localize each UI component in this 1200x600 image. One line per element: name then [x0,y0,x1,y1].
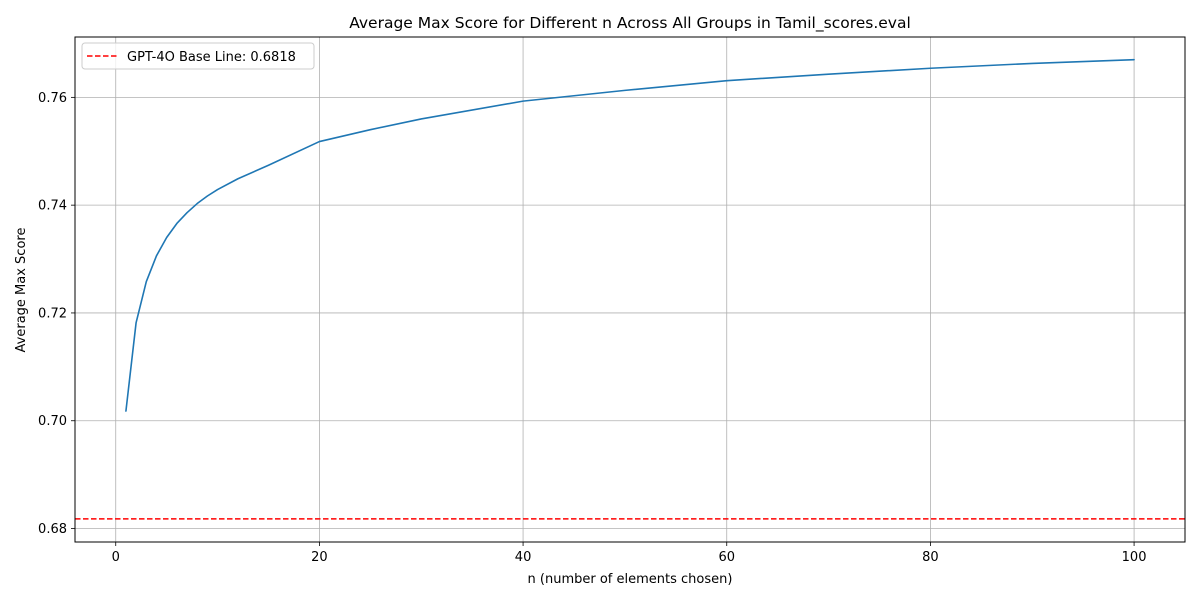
y-tick-label: 0.76 [38,91,67,106]
x-tick-label: 0 [112,550,120,565]
y-axis-label: Average Max Score [14,228,29,353]
plot-frame [74,36,1186,543]
y-tick-label: 0.68 [38,522,67,537]
x-tick-label: 40 [515,550,532,565]
plot-data [75,58,1185,520]
y-tick-label: 0.74 [38,199,67,214]
chart-title: Average Max Score for Different n Across… [349,14,911,33]
legend-box [81,42,315,70]
legend-baseline-label: GPT-4O Base Line: 0.6818 [127,50,296,65]
x-tick-label: 60 [718,550,735,565]
grid [75,37,1185,542]
x-tick-label: 80 [922,550,939,565]
x-tick-label: 100 [1122,550,1147,565]
x-axis-label: n (number of elements chosen) [528,572,733,587]
series-line [125,58,1135,412]
y-tick-label: 0.70 [38,414,67,429]
x-tick-label: 20 [311,550,328,565]
legend: GPT-4O Base Line: 0.6818 [81,42,315,70]
axis-ticks: 0 20 40 60 80 100 0.68 0.70 0.72 0.74 0.76 [38,91,1146,565]
y-tick-label: 0.72 [38,306,67,321]
